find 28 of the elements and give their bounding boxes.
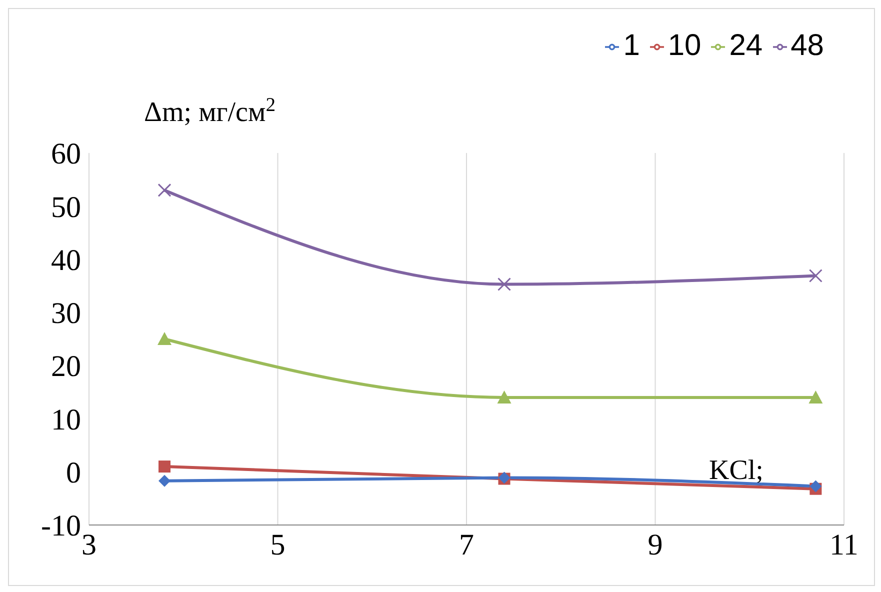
point <box>498 278 511 292</box>
legend-label: 48 <box>790 29 824 62</box>
x-tick-label: 7 <box>459 528 474 562</box>
y-tick-label: 30 <box>51 297 81 330</box>
legend-label: 1 <box>623 29 640 62</box>
x-tick-label: 11 <box>830 528 858 562</box>
x-tick-label: 3 <box>82 528 96 562</box>
point <box>808 269 822 283</box>
point <box>158 474 170 487</box>
x-tick-label: 9 <box>648 528 663 562</box>
point <box>158 460 170 473</box>
y-axis-title: Δm; мг/см$^{2}$ <box>144 94 276 128</box>
point <box>158 183 172 197</box>
y-tick-label: 60 <box>51 138 81 171</box>
y-tick-label: 10 <box>51 403 81 436</box>
y-tick-label: 20 <box>51 350 81 384</box>
legend-label: 24 <box>729 29 763 62</box>
y-tick-label: 50 <box>51 190 81 224</box>
x-axis-title: KCl; <box>709 455 764 486</box>
y-tick-label: 40 <box>51 244 81 277</box>
point <box>158 332 172 345</box>
point <box>810 480 822 492</box>
y-tick-label: -10 <box>41 510 81 543</box>
legend-label: 10 <box>668 29 702 62</box>
y-tick-label: 0 <box>66 456 81 490</box>
x-tick-label: 5 <box>270 528 286 562</box>
point <box>808 390 823 404</box>
point <box>497 390 512 404</box>
